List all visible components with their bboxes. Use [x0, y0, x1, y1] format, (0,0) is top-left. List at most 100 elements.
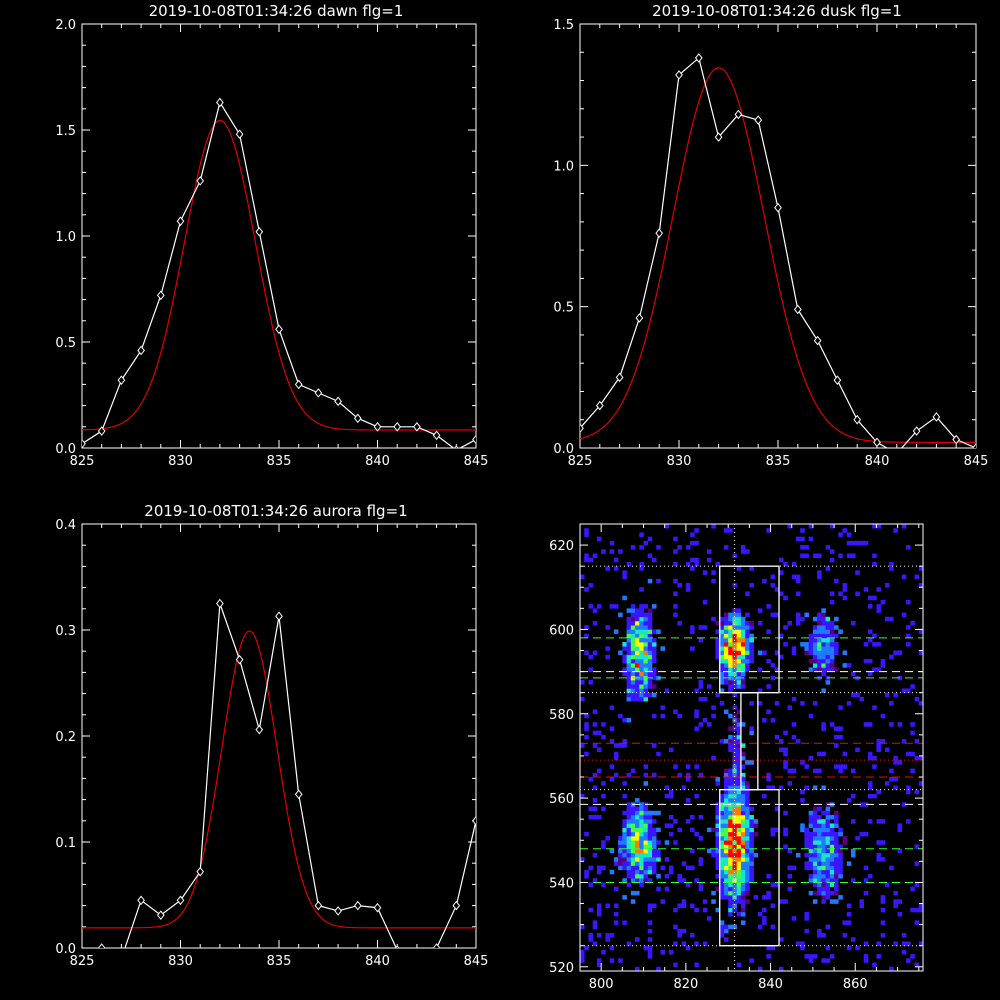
heatmap-cell: [643, 814, 649, 820]
heatmap-cell: [596, 958, 602, 963]
heatmap-cell: [838, 591, 843, 596]
heatmap-cell: [715, 810, 721, 816]
heatmap-cell: [643, 836, 649, 841]
heatmap-cell: [834, 726, 839, 731]
data-point: [793, 304, 802, 315]
heatmap-cell: [673, 709, 678, 715]
heatmap-cell: [736, 899, 742, 904]
heatmap-cell: [635, 633, 640, 639]
heatmap-cell: [707, 827, 712, 833]
heatmap-cell: [906, 958, 911, 963]
heatmap-cell: [821, 882, 826, 887]
heatmap-cell: [817, 831, 822, 837]
heatmap-cell: [906, 789, 911, 795]
data-point: [932, 412, 941, 422]
heatmap-cell: [647, 684, 653, 689]
heatmap-cell: [728, 899, 733, 904]
heatmap-cell: [757, 667, 763, 672]
heatmap-cell: [702, 907, 708, 913]
heatmap-cell: [838, 852, 843, 858]
heatmap-cell: [719, 637, 725, 643]
heatmap-cell: [749, 958, 754, 963]
heatmap-cell: [668, 831, 674, 837]
heatmap-cell: [745, 785, 750, 790]
heatmap-cell: [918, 755, 923, 761]
heatmap-cell: [829, 899, 835, 904]
heatmap-cell: [630, 827, 636, 833]
heatmap-cell: [872, 595, 877, 601]
heatmap-cell: [723, 844, 729, 850]
heatmap-cell: [749, 827, 754, 833]
heatmap-cell: [817, 869, 822, 875]
heatmap-cell: [745, 612, 750, 618]
heatmap-cell: [817, 553, 822, 559]
heatmap-cell: [770, 583, 776, 588]
heatmap-cell: [626, 680, 632, 685]
heatmap-cell: [723, 680, 729, 685]
heatmap-cell: [647, 671, 653, 677]
heatmap-cell: [618, 549, 623, 554]
heatmap-cell: [660, 865, 665, 871]
heatmap-cell: [639, 608, 644, 613]
heatmap-cell: [728, 924, 733, 930]
heatmap-cell: [745, 637, 750, 643]
heatmap-cell: [584, 713, 589, 719]
heatmap-cell: [609, 549, 615, 554]
heatmap-cell: [588, 882, 593, 887]
heatmap-cell: [643, 667, 649, 672]
heatmap-cell: [842, 933, 848, 938]
heatmap-cell: [711, 578, 716, 584]
heatmap-cell: [643, 540, 649, 546]
heatmap-cell: [914, 755, 920, 761]
heatmap-cell: [893, 528, 898, 533]
heatmap-cell: [863, 642, 869, 647]
heatmap-cell: [723, 658, 729, 664]
heatmap-cell: [829, 827, 835, 833]
heatmap-cell: [580, 924, 585, 930]
heatmap-cell: [588, 937, 593, 942]
data-point: [255, 724, 264, 735]
heatmap-cell: [829, 814, 835, 820]
heatmap-cell: [757, 966, 763, 971]
heatmap-cell: [643, 663, 649, 668]
heatmap-cell: [643, 848, 649, 854]
heatmap-cell: [719, 654, 725, 660]
heatmap-cell: [635, 878, 640, 883]
heatmap-cell: [825, 869, 831, 875]
heatmap-cell: [812, 663, 818, 668]
heatmap-cell: [745, 865, 750, 871]
heatmap-cell: [795, 941, 801, 946]
heatmap-cell: [770, 663, 776, 668]
heatmap-cell: [825, 827, 831, 833]
heatmap-cell: [812, 785, 818, 790]
heatmap-cell: [740, 857, 746, 862]
heatmap-cell: [694, 793, 699, 799]
heatmap-cell: [719, 663, 725, 668]
heatmap-cell: [643, 840, 649, 845]
heatmap-cell: [740, 633, 746, 639]
heatmap-cell: [901, 941, 907, 946]
heatmap-cell: [736, 629, 742, 634]
heatmap-cell: [639, 654, 644, 660]
heatmap-cell: [821, 874, 826, 879]
heatmap-cell: [867, 793, 873, 799]
heatmap-cell: [715, 886, 721, 892]
heatmap-cell: [660, 899, 665, 904]
heatmap-cell: [880, 895, 886, 900]
heatmap-cell: [592, 878, 598, 883]
heatmap-cell: [605, 625, 610, 630]
heatmap-cell: [647, 553, 653, 559]
heatmap-cell: [851, 553, 856, 559]
data-point: [97, 943, 106, 948]
heatmap-cell: [728, 911, 733, 917]
heatmap-cell: [584, 528, 589, 533]
heatmap-cell: [596, 907, 602, 913]
heatmap-cell: [715, 620, 721, 626]
heatmap-cell: [914, 789, 920, 795]
heatmap-cell: [817, 933, 822, 938]
heatmap-cell: [808, 852, 814, 858]
heatmap-cell: [736, 793, 742, 799]
heatmap-cell: [901, 612, 907, 618]
heatmap-cell: [829, 599, 835, 605]
heatmap-cell: [639, 874, 644, 879]
